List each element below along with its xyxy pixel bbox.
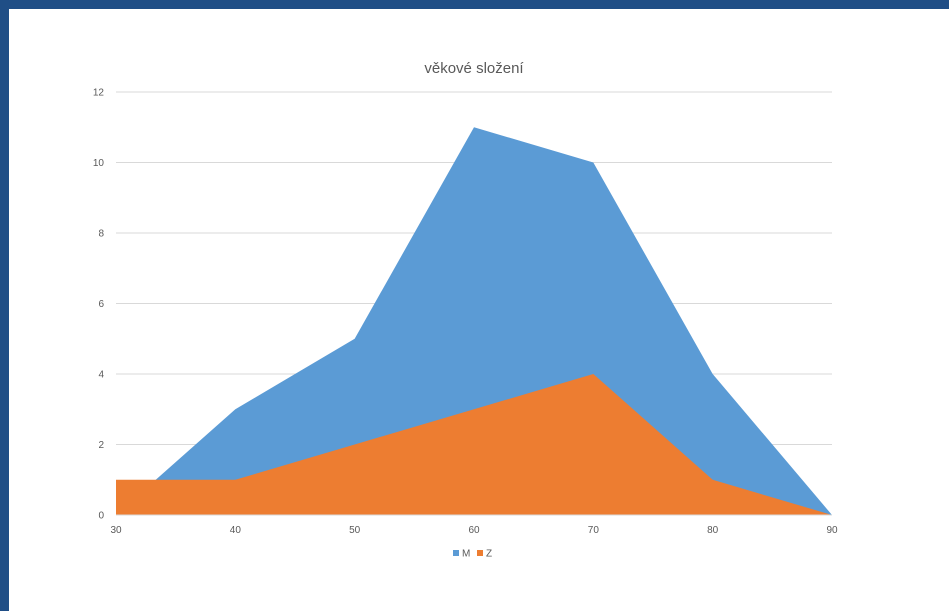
x-tick-label: 30 — [110, 525, 122, 536]
y-tick-label: 10 — [93, 158, 105, 169]
x-tick-label: 60 — [468, 525, 480, 536]
y-tick-label: 6 — [98, 299, 104, 310]
y-tick-label: 2 — [98, 440, 104, 451]
y-tick-label: 12 — [93, 88, 105, 99]
x-tick-label: 50 — [349, 525, 361, 536]
y-tick-label: 4 — [98, 370, 104, 381]
legend-swatch-m — [453, 550, 459, 556]
x-tick-label: 80 — [707, 525, 719, 536]
series-areas — [116, 127, 832, 515]
chart-title: věkové složení — [424, 60, 524, 77]
x-tick-label: 90 — [826, 525, 838, 536]
x-tick-label: 40 — [230, 525, 242, 536]
legend-label-z: Z — [486, 549, 492, 560]
y-tick-label: 8 — [98, 229, 104, 240]
legend-label-m: M — [462, 549, 470, 560]
legend-swatch-z — [477, 550, 483, 556]
y-tick-label: 0 — [98, 511, 104, 522]
x-tick-label: 70 — [588, 525, 600, 536]
